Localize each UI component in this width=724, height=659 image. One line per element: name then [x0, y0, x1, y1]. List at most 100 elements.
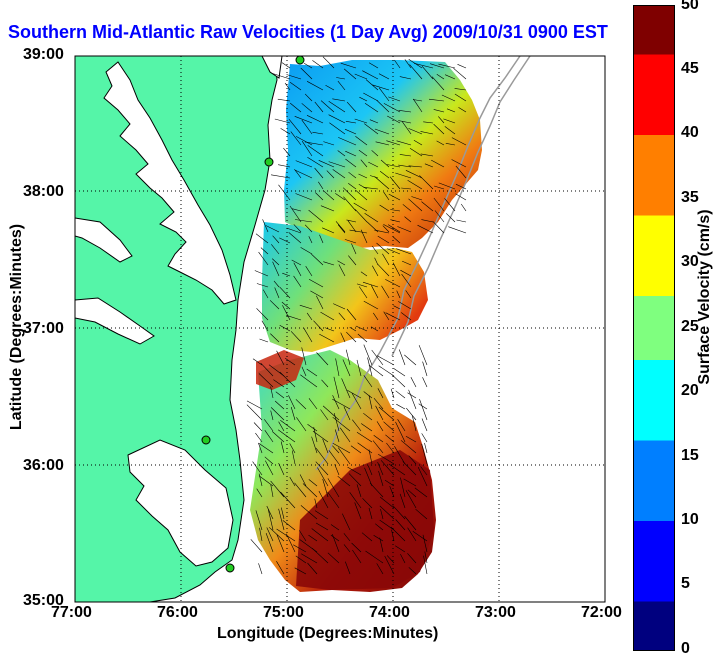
- velocity-arrow: [379, 519, 395, 531]
- velocity-arrow: [260, 247, 269, 255]
- velocity-arrow: [319, 333, 335, 343]
- velocity-arrow: [358, 173, 368, 179]
- pamlico-sound: [127, 439, 234, 567]
- velocity-arrow: [419, 175, 434, 190]
- velocity-arrow: [279, 325, 291, 332]
- colorbar-tick-label: 15: [681, 447, 699, 464]
- velocity-arrow: [408, 389, 417, 410]
- velocity-arrow: [343, 68, 357, 80]
- velocity-arrow: [410, 377, 417, 388]
- velocity-arrow: [348, 171, 357, 179]
- velocity-arrow: [392, 236, 401, 244]
- y-axis-label: Latitude (Degrees:Minutes): [8, 223, 25, 431]
- velocity-arrow: [377, 388, 384, 399]
- velocity-arrow: [291, 259, 302, 266]
- velocity-arrow: [424, 551, 428, 564]
- velocity-arrow: [396, 290, 401, 299]
- velocity-arrow: [376, 421, 384, 432]
- velocity-arrow: [315, 192, 324, 201]
- velocity-arrow: [311, 547, 329, 564]
- velocity-arrow: [282, 272, 291, 277]
- velocity-arrow: [382, 253, 390, 266]
- velocity-arrow: [378, 453, 395, 465]
- velocity-arrow: [271, 244, 280, 255]
- velocity-arrow: [294, 567, 307, 575]
- velocity-arrow: [320, 409, 329, 421]
- velocity-arrow: [255, 233, 269, 244]
- velocity-arrow: [438, 116, 445, 124]
- velocity-arrow: [256, 283, 269, 288]
- velocity-arrow: [404, 515, 417, 531]
- velocity-arrow: [355, 189, 368, 201]
- velocity-arrow: [395, 390, 406, 399]
- velocity-arrow: [349, 326, 357, 332]
- velocity-arrow: [351, 542, 362, 553]
- velocity-field-north: [284, 60, 482, 248]
- velocity-arrow: [418, 345, 428, 366]
- velocity-arrow: [324, 327, 335, 332]
- velocity-arrow: [274, 287, 280, 299]
- velocity-arrow: [273, 280, 280, 288]
- velocity-arrow: [286, 533, 296, 553]
- velocity-arrow: [370, 326, 379, 332]
- velocity-arrow: [347, 466, 362, 476]
- velocity-arrow: [377, 264, 390, 277]
- velocity-arrow: [340, 62, 357, 69]
- velocity-arrow: [294, 482, 307, 498]
- velocity-arrow: [301, 347, 307, 366]
- velocity-arrow: [389, 485, 395, 498]
- velocity-arrow: [375, 405, 384, 421]
- velocity-arrow: [270, 484, 274, 498]
- velocity-arrow: [406, 407, 417, 421]
- velocity-arrow: [255, 510, 263, 531]
- velocity-arrow: [284, 82, 291, 91]
- velocity-arrow: [397, 419, 406, 432]
- velocity-arrow: [358, 149, 368, 157]
- velocity-arrow: [327, 478, 340, 498]
- velocity-arrow: [385, 279, 401, 288]
- velocity-arrow: [278, 184, 291, 201]
- velocity-arrow: [288, 232, 302, 244]
- velocity-arrow: [418, 403, 428, 410]
- velocity-arrow: [301, 366, 307, 377]
- velocity-arrow: [354, 502, 362, 520]
- velocity-arrow: [373, 398, 384, 410]
- velocity-arrow: [354, 209, 368, 223]
- velocity-arrow: [333, 303, 346, 310]
- velocity-arrow: [359, 96, 368, 102]
- velocity-arrow: [400, 440, 417, 454]
- velocity-arrow: [363, 375, 373, 388]
- velocity-arrow: [422, 534, 428, 553]
- velocity-arrow: [395, 172, 412, 179]
- velocity-arrow: [332, 98, 346, 102]
- velocity-arrow: [258, 563, 263, 575]
- velocity-arrow: [301, 103, 313, 113]
- velocity-arrow: [322, 190, 335, 201]
- velocity-arrow: [272, 73, 291, 80]
- velocity-arrow: [258, 442, 274, 454]
- velocity-arrow: [349, 229, 368, 234]
- colorbar-tick-label: 10: [681, 511, 699, 528]
- velocity-arrow: [320, 205, 335, 212]
- velocity-arrow: [411, 196, 423, 201]
- velocity-arrow: [256, 308, 269, 321]
- velocity-arrow: [318, 181, 324, 190]
- velocity-arrow: [288, 395, 296, 410]
- velocity-arrow: [258, 473, 263, 487]
- velocity-arrow: [391, 374, 406, 388]
- velocity-arrow: [258, 251, 269, 266]
- velocity-arrow: [270, 410, 274, 421]
- velocity-arrow: [408, 198, 423, 212]
- velocity-arrow: [299, 474, 307, 487]
- velocity-arrow: [288, 119, 302, 135]
- velocity-arrow: [380, 159, 390, 168]
- velocity-arrow: [386, 555, 395, 564]
- velocity-arrow: [328, 114, 346, 124]
- velocity-arrow: [308, 398, 318, 410]
- velocity-arrow: [268, 364, 285, 377]
- velocity-arrow: [399, 76, 412, 80]
- velocity-arrow: [377, 235, 390, 244]
- velocity-arrow: [346, 219, 357, 223]
- velocity-arrow: [308, 534, 318, 542]
- velocity-arrow: [314, 167, 324, 179]
